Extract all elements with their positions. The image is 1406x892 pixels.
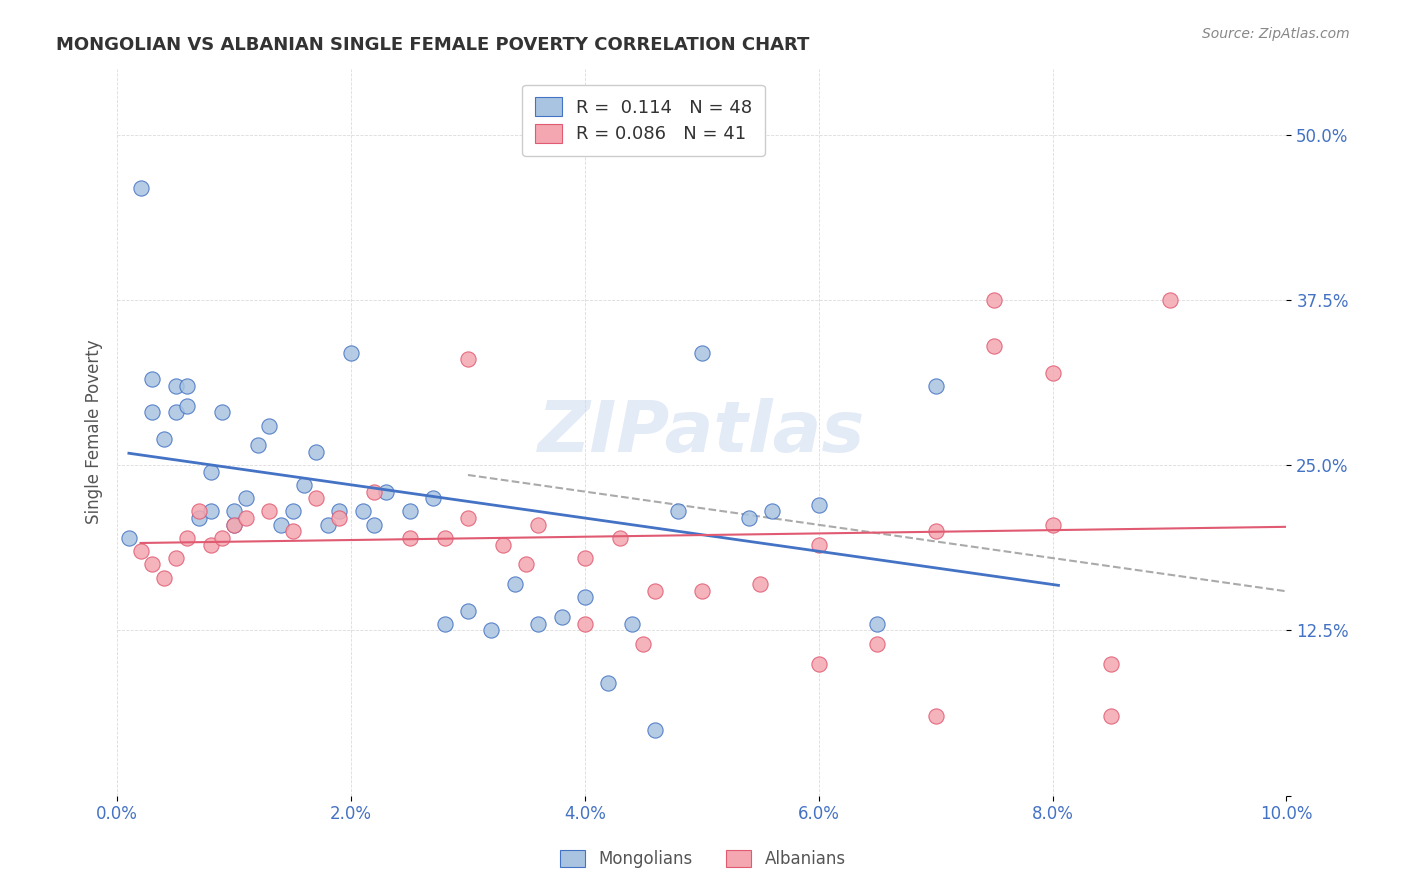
Point: [211, 405, 233, 419]
Point: [141, 405, 163, 419]
Point: [352, 504, 374, 518]
Point: [479, 624, 502, 638]
Point: [363, 484, 385, 499]
Point: [749, 577, 772, 591]
Point: [292, 478, 315, 492]
Point: [141, 372, 163, 386]
Point: [1099, 709, 1122, 723]
Point: [141, 558, 163, 572]
Point: [316, 517, 339, 532]
Point: [176, 531, 198, 545]
Point: [690, 346, 713, 360]
Point: [807, 537, 830, 551]
Point: [492, 537, 515, 551]
Point: [644, 723, 666, 737]
Point: [924, 709, 946, 723]
Point: [165, 379, 187, 393]
Point: [224, 517, 246, 532]
Point: [983, 293, 1005, 307]
Point: [422, 491, 444, 506]
Point: [550, 610, 572, 624]
Y-axis label: Single Female Poverty: Single Female Poverty: [86, 340, 103, 524]
Point: [257, 504, 280, 518]
Point: [224, 517, 246, 532]
Point: [363, 517, 385, 532]
Point: [328, 504, 350, 518]
Point: [924, 524, 946, 539]
Point: [457, 352, 479, 367]
Point: [807, 657, 830, 671]
Point: [235, 491, 257, 506]
Point: [129, 544, 152, 558]
Point: [224, 504, 246, 518]
Point: [165, 550, 187, 565]
Point: [714, 141, 737, 155]
Point: [668, 504, 690, 518]
Point: [270, 517, 292, 532]
Point: [574, 616, 596, 631]
Text: MONGOLIAN VS ALBANIAN SINGLE FEMALE POVERTY CORRELATION CHART: MONGOLIAN VS ALBANIAN SINGLE FEMALE POVE…: [56, 36, 810, 54]
Point: [153, 571, 176, 585]
Text: Source: ZipAtlas.com: Source: ZipAtlas.com: [1202, 27, 1350, 41]
Point: [305, 491, 328, 506]
Point: [457, 511, 479, 525]
Point: [807, 498, 830, 512]
Point: [574, 591, 596, 605]
Point: [235, 511, 257, 525]
Point: [633, 637, 655, 651]
Point: [281, 524, 304, 539]
Point: [188, 511, 211, 525]
Legend: R =  0.114   N = 48, R = 0.086   N = 41: R = 0.114 N = 48, R = 0.086 N = 41: [522, 85, 765, 156]
Point: [457, 604, 479, 618]
Point: [257, 418, 280, 433]
Point: [375, 484, 398, 499]
Point: [398, 531, 420, 545]
Point: [176, 399, 198, 413]
Point: [983, 339, 1005, 353]
Point: [761, 504, 783, 518]
Point: [598, 676, 620, 690]
Point: [200, 465, 222, 479]
Point: [527, 517, 550, 532]
Text: ZIPatlas: ZIPatlas: [538, 398, 866, 467]
Point: [1042, 517, 1064, 532]
Point: [281, 504, 304, 518]
Point: [866, 616, 889, 631]
Point: [924, 379, 946, 393]
Point: [340, 346, 363, 360]
Point: [246, 438, 269, 452]
Point: [211, 531, 233, 545]
Point: [305, 445, 328, 459]
Point: [200, 504, 222, 518]
Point: [153, 432, 176, 446]
Point: [515, 558, 537, 572]
Point: [1042, 366, 1064, 380]
Point: [433, 616, 456, 631]
Point: [1159, 293, 1181, 307]
Point: [176, 379, 198, 393]
Point: [433, 531, 456, 545]
Point: [609, 531, 631, 545]
Point: [118, 531, 141, 545]
Point: [200, 537, 222, 551]
Point: [620, 616, 643, 631]
Point: [503, 577, 526, 591]
Point: [328, 511, 350, 525]
Point: [129, 180, 152, 194]
Point: [737, 511, 759, 525]
Point: [188, 504, 211, 518]
Point: [866, 637, 889, 651]
Point: [165, 405, 187, 419]
Point: [1099, 657, 1122, 671]
Point: [398, 504, 420, 518]
Legend: Mongolians, Albanians: Mongolians, Albanians: [554, 843, 852, 875]
Point: [574, 550, 596, 565]
Point: [527, 616, 550, 631]
Point: [690, 583, 713, 598]
Point: [644, 583, 666, 598]
